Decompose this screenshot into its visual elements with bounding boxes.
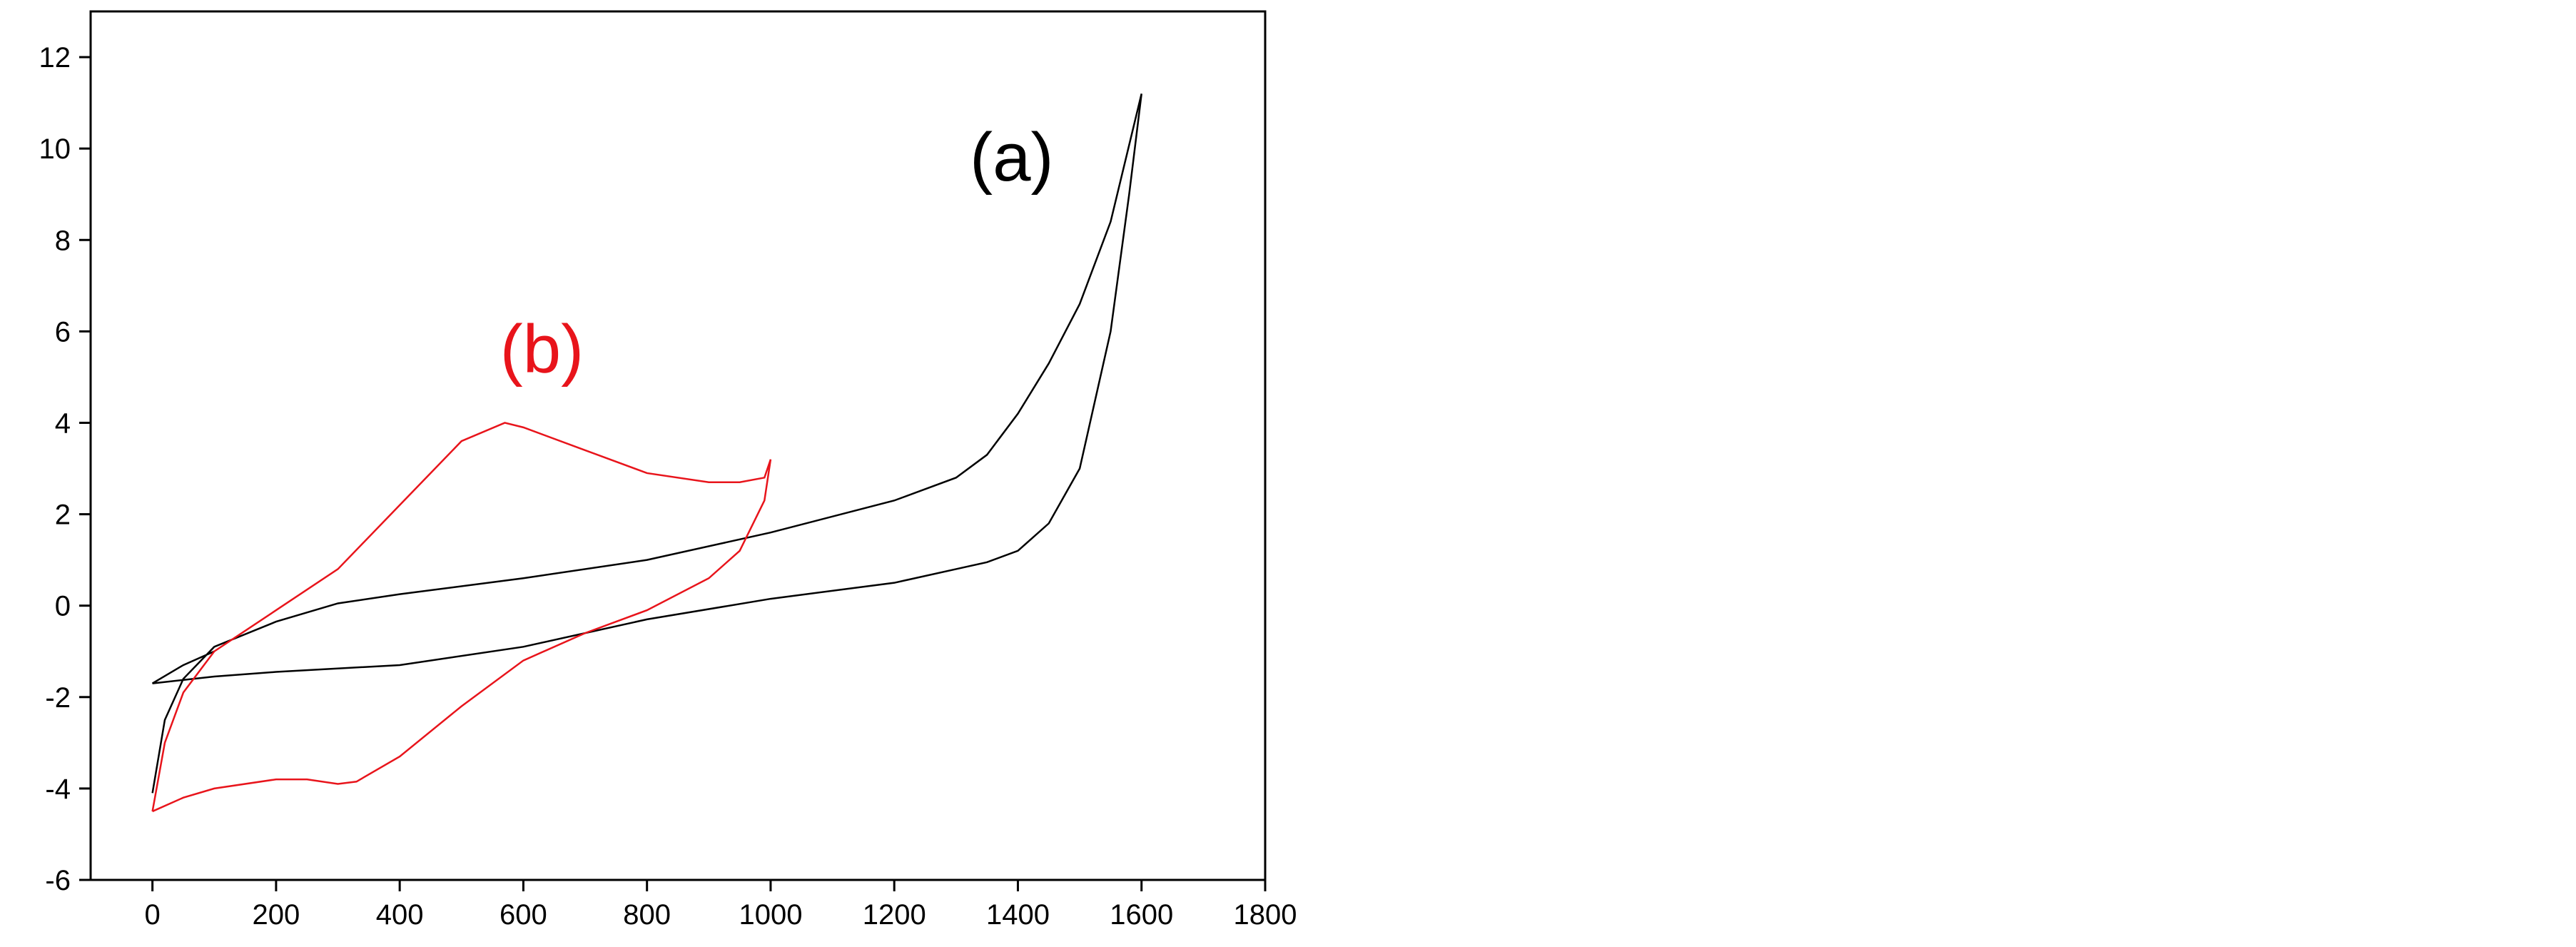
x-tick-label: 200 — [253, 899, 300, 931]
x-tick-label: 1400 — [986, 899, 1050, 931]
y-tick-label: 0 — [55, 591, 71, 622]
x-tick-label: 0 — [145, 899, 161, 931]
y-tick-label: 8 — [55, 225, 71, 256]
series-line — [151, 422, 772, 813]
y-tick-label: 2 — [55, 500, 71, 531]
plot-frame — [89, 10, 1267, 881]
x-tick-label: 800 — [623, 899, 671, 931]
x-tick-label: 1600 — [1110, 899, 1173, 931]
series-line — [151, 93, 1142, 794]
y-tick-label: 12 — [39, 42, 71, 74]
x-tick-label: 1000 — [739, 899, 802, 931]
x-tick-label: 600 — [500, 899, 547, 931]
y-tick-label: 6 — [55, 316, 71, 348]
y-tick-label: -6 — [45, 865, 71, 896]
series-label: (b) — [500, 311, 584, 388]
y-tick-label: -2 — [45, 682, 71, 714]
x-tick-label: 400 — [376, 899, 424, 931]
y-tick-label: -4 — [45, 774, 71, 805]
y-tick-label: 10 — [39, 133, 71, 165]
y-tick-label: 4 — [55, 407, 71, 439]
x-tick-label: 1200 — [863, 899, 926, 931]
x-tick-label: 1800 — [1234, 899, 1297, 931]
series-label: (a) — [970, 119, 1053, 196]
